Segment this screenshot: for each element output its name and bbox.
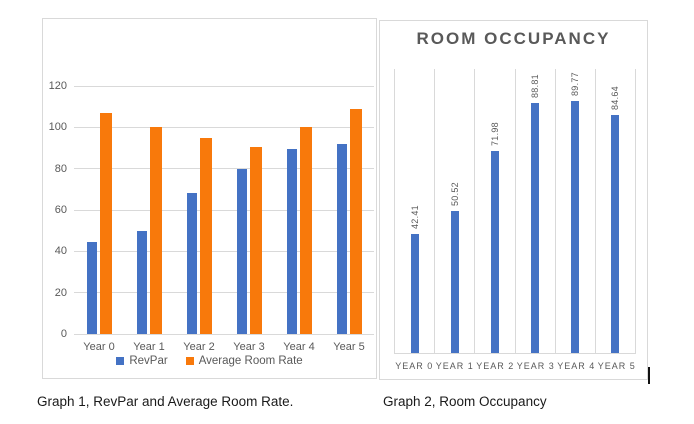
g1-gridline-20 [74, 292, 374, 294]
g1-bar-room-rate-1 [150, 127, 162, 334]
g2-category-column-4: 89.77 [554, 69, 595, 353]
g1-bar-room-rate-2 [200, 137, 212, 334]
g1-y-tick-label: 80 [54, 162, 67, 175]
g1-legend-label: RevPar [129, 355, 168, 367]
g2-x-tick-label-5: YEAR 5 [597, 361, 636, 371]
g2-x-tick-label-4: YEAR 4 [557, 361, 596, 371]
g1-bar-revpar-5 [337, 143, 347, 334]
g2-bar-4 [571, 100, 580, 353]
g1-bar-revpar-2 [187, 193, 197, 334]
g2-category-column-2: 71.98 [474, 69, 514, 353]
g2-data-label-1: 50.52 [449, 181, 460, 206]
g1-x-tick-label-0: Year 0 [83, 341, 115, 353]
g2-category-column-1: 50.52 [434, 69, 474, 353]
g1-gridline-40 [74, 250, 374, 252]
g1-y-tick-label: 0 [60, 328, 67, 340]
g1-x-tick-label-4: Year 4 [283, 341, 315, 353]
g2-data-label-4: 89.77 [570, 71, 581, 96]
g1-y-axis-labels: 0 20 40 60 80 100 120 [43, 80, 69, 340]
g2-bar-2 [490, 150, 499, 353]
g2-category-column-5: 84.64 [594, 69, 637, 353]
g1-plot-area [74, 85, 374, 335]
g1-bar-revpar-0 [87, 242, 97, 334]
g2-bar-0 [410, 233, 419, 353]
g1-gridline-60 [74, 209, 374, 211]
g1-bar-room-rate-3 [250, 146, 262, 334]
g2-x-tick-label-2: YEAR 2 [476, 361, 515, 371]
g2-bar-3 [531, 103, 540, 353]
g1-gridline-80 [74, 168, 374, 170]
g1-gridline-100 [74, 126, 374, 128]
g1-x-tick-label-1: Year 1 [133, 341, 165, 353]
g2-x-axis-labels: YEAR 0 YEAR 1 YEAR 2 YEAR 3 YEAR 4 YEAR 5 [394, 361, 637, 371]
g1-y-tick-label: 20 [54, 286, 67, 299]
g1-bar-revpar-4 [287, 149, 297, 334]
g1-x-tick-label-3: Year 3 [233, 341, 265, 353]
g1-bar-room-rate-0 [100, 112, 112, 334]
g2-chart-title: ROOM OCCUPANCY [416, 29, 611, 48]
g1-y-tick-label: 120 [48, 80, 67, 92]
graph2-chart-object[interactable]: ROOM OCCUPANCY 42.41 50.52 71.98 88.81 89.77… [379, 20, 648, 380]
g1-bar-revpar-3 [237, 168, 247, 334]
g2-x-tick-label-3: YEAR 3 [516, 361, 555, 371]
text-cursor-caret [648, 367, 650, 384]
g1-gridline-120 [74, 85, 374, 87]
g2-data-label-3: 88.81 [530, 74, 541, 99]
g2-data-label-5: 84.64 [610, 85, 621, 111]
g2-x-tick-label-1: YEAR 1 [435, 361, 474, 371]
g2-bar-5 [611, 115, 620, 353]
g1-gridline-0 [74, 333, 374, 335]
graph2-caption: Graph 2, Room Occupancy [383, 394, 547, 409]
g2-plot-area: 42.41 50.52 71.98 88.81 89.77 84.64 [394, 69, 637, 354]
graph1-chart-object[interactable]: 0 20 40 60 80 100 120 Year 0 Year 1 Year 2 Year 3… [42, 18, 377, 379]
g1-legend-item: Average Room Rate [185, 355, 303, 367]
g1-y-tick-label: 60 [54, 204, 67, 216]
g2-bar-1 [450, 210, 459, 353]
g2-data-label-2: 71.98 [489, 121, 500, 146]
g1-legend-swatch-icon [185, 357, 194, 365]
g1-x-tick-label-5: Year 5 [333, 341, 365, 353]
g1-legend-item: RevPar [116, 355, 168, 367]
graph1-caption: Graph 1, RevPar and Average Room Rate. [37, 394, 294, 409]
g1-x-axis-labels: Year 0 Year 1 Year 2 Year 3 Year 4 Year 5 [74, 341, 374, 353]
g2-category-column-3: 88.81 [514, 69, 555, 353]
g1-bar-room-rate-5 [350, 108, 362, 334]
g1-y-tick-label: 100 [48, 121, 67, 134]
g2-x-tick-label-0: YEAR 0 [395, 361, 434, 371]
g1-legend-label: Average Room Rate [198, 355, 303, 367]
g2-category-column-0: 42.41 [394, 69, 434, 353]
g1-y-tick-label: 40 [54, 245, 67, 258]
g1-bar-room-rate-4 [300, 127, 312, 334]
g1-legend: RevPar Average Room Rate [43, 355, 376, 367]
g1-bar-revpar-1 [137, 230, 147, 334]
g2-data-label-0: 42.41 [409, 204, 420, 229]
g1-x-tick-label-2: Year 2 [183, 341, 215, 353]
g1-legend-swatch-icon [116, 357, 125, 365]
